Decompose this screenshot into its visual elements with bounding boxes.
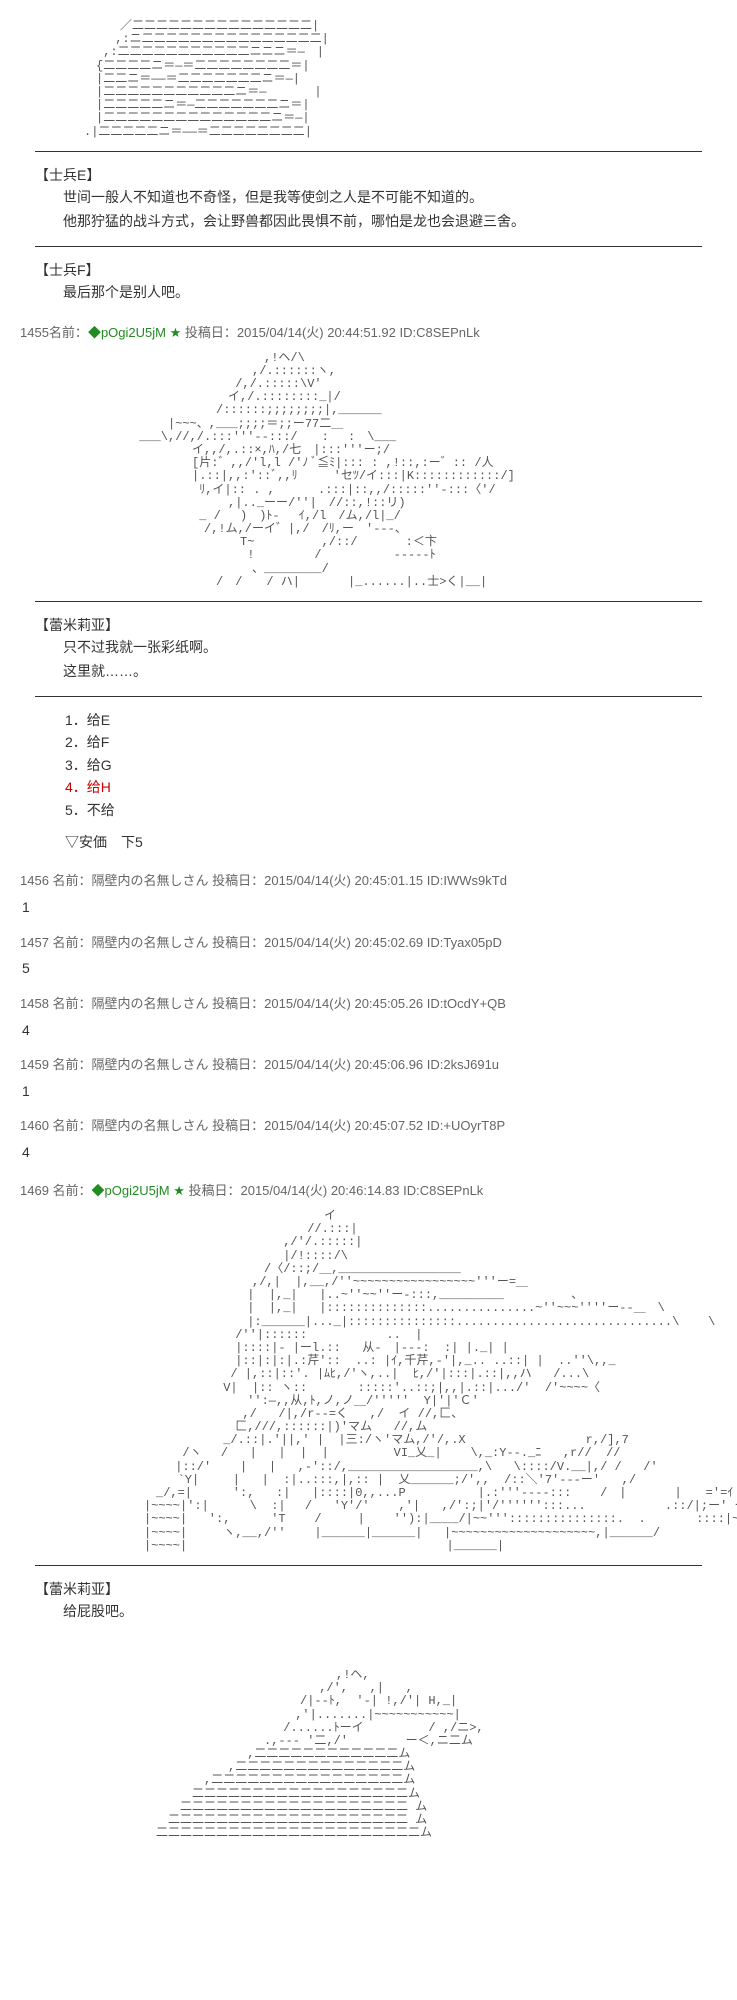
reply-header: 1458 名前：隔壁内の名無しさん 投稿日：2015/04/14(火) 20:4…: [20, 994, 717, 1015]
speaker-block: 【蕾米莉亚】 给屁股吧。: [35, 1578, 717, 1624]
ascii-art: ,!ヘ, ,/', ,| , /|--ﾄ, '-| !,/'| H,_| ,'|…: [60, 1669, 717, 1840]
ascii-art: ,!ヘ/\ ,/.::::::ヽ, /,/.:::::\V' イ,/.:::::…: [60, 352, 717, 589]
post-1469: 1469 名前：◆pOgi2U5jM ★ 投稿日：2015/04/14(火) 2…: [20, 1181, 717, 1840]
speaker-name: 【士兵E】: [35, 164, 717, 186]
ascii-art: ／二二二二二二二二二二二二二二二| ,:ニ二二二二二二二二二二二二二二二| ,:…: [60, 20, 717, 139]
option-2: 2．给F: [65, 731, 717, 753]
divider: [35, 696, 702, 697]
divider: [35, 601, 702, 602]
post-date: 2015/04/14(火) 20:46:14.83 ID:C8SEPnLk: [240, 1183, 483, 1198]
reply-header: 1456 名前：隔壁内の名無しさん 投稿日：2015/04/14(火) 20:4…: [20, 871, 717, 892]
divider: [35, 1565, 702, 1566]
star-icon: ★: [173, 1183, 185, 1198]
dialogue-line: 这里就……。: [63, 660, 717, 684]
tripcode: ◆pOgi2U5jM: [88, 325, 166, 340]
post-number: 1455: [20, 325, 49, 340]
reply-body: 1: [22, 896, 717, 918]
reply-header: 1457 名前：隔壁内の名無しさん 投稿日：2015/04/14(火) 20:4…: [20, 933, 717, 954]
dialogue-line: 他那狞猛的战斗方式，会让野兽都因此畏惧不前，哪怕是龙也会退避三舍。: [63, 210, 717, 234]
dialogue-line: 最后那个是别人吧。: [63, 281, 717, 305]
option-3: 3．给G: [65, 754, 717, 776]
ascii-art: イ //.:::| ,/'/.:::::| |/!::::/\ /〈/::;/＿…: [60, 1210, 717, 1553]
speaker-name: 【蕾米莉亚】: [35, 1578, 717, 1600]
reply-header: 1459 名前：隔壁内の名無しさん 投稿日：2015/04/14(火) 20:4…: [20, 1055, 717, 1076]
speaker-name: 【士兵F】: [35, 259, 717, 281]
divider: [35, 246, 702, 247]
reply-body: 4: [22, 1019, 717, 1041]
dialogue-line: 给屁股吧。: [63, 1600, 717, 1624]
name-prefix: 名前：: [49, 325, 88, 340]
post-block: ／二二二二二二二二二二二二二二二| ,:ニ二二二二二二二二二二二二二二二| ,:…: [20, 20, 717, 305]
reply-body: 4: [22, 1141, 717, 1163]
dialogue-line: 世间一般人不知道也不奇怪，但是我等使剑之人是不可能不知道的。: [63, 186, 717, 210]
option-list: 1．给E 2．给F 3．给G 4．给H 5．不给: [65, 709, 717, 821]
post-header: 1455名前：◆pOgi2U5jM ★ 投稿日：2015/04/14(火) 20…: [20, 323, 717, 344]
reply-body: 1: [22, 1080, 717, 1102]
speaker-block: 【蕾米莉亚】 只不过我就一张彩纸啊。 这里就……。: [35, 614, 717, 684]
date-prefix: 投稿日：: [181, 325, 237, 340]
post-1455: 1455名前：◆pOgi2U5jM ★ 投稿日：2015/04/14(火) 20…: [20, 323, 717, 854]
reply-header: 1460 名前：隔壁内の名無しさん 投稿日：2015/04/14(火) 20:4…: [20, 1116, 717, 1137]
divider: [35, 151, 702, 152]
reply-body: 5: [22, 957, 717, 979]
dialogue-line: 只不过我就一张彩纸啊。: [63, 636, 717, 660]
speaker-name: 【蕾米莉亚】: [35, 614, 717, 636]
option-1: 1．给E: [65, 709, 717, 731]
post-date: 2015/04/14(火) 20:44:51.92 ID:C8SEPnLk: [237, 325, 480, 340]
post-header: 1469 名前：◆pOgi2U5jM ★ 投稿日：2015/04/14(火) 2…: [20, 1181, 717, 1202]
reply-section: 1456 名前：隔壁内の名無しさん 投稿日：2015/04/14(火) 20:4…: [20, 871, 717, 1163]
option-5: 5．不给: [65, 799, 717, 821]
option-4-selected: 4．给H: [65, 776, 717, 798]
star-icon: ★: [170, 325, 182, 340]
speaker-block: 【士兵E】 世间一般人不知道也不奇怪，但是我等使剑之人是不可能不知道的。 他那狞…: [35, 164, 717, 234]
date-prefix: 投稿日：: [185, 1183, 241, 1198]
anka-note: ▽安価 下5: [65, 831, 717, 853]
tripcode: ◆pOgi2U5jM: [92, 1183, 170, 1198]
name-prefix: 名前：: [49, 1183, 92, 1198]
post-number: 1469: [20, 1183, 49, 1198]
speaker-block: 【士兵F】 最后那个是别人吧。: [35, 259, 717, 305]
